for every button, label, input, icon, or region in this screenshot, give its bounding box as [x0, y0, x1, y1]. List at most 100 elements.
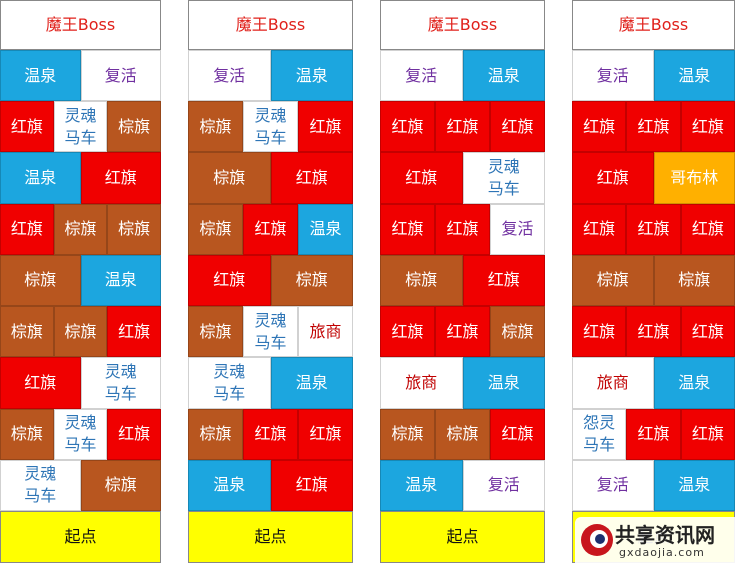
boss-cell: 魔王Boss	[0, 0, 161, 50]
map-cell: 红旗	[243, 203, 298, 255]
map-cell: 灵魂 马车	[53, 101, 108, 153]
map-cell: 温泉	[270, 357, 353, 409]
start-cell: 起点	[0, 511, 161, 563]
boss-cell: 魔王Boss	[380, 0, 545, 50]
watermark: 共享资讯网 gxdaojia.com	[575, 517, 735, 563]
map-cell: 温泉	[462, 357, 545, 409]
map-cell: 红旗	[0, 203, 54, 255]
map-cell: 复活	[80, 50, 161, 102]
boss-cell: 魔王Boss	[572, 0, 735, 50]
map-cell: 温泉	[188, 459, 271, 511]
map-cell: 怨灵 马车	[572, 408, 627, 460]
map-cell: 红旗	[572, 203, 627, 255]
map-cell: 复活	[188, 50, 271, 102]
boss-cell: 魔王Boss	[188, 0, 353, 50]
map-cell: 复活	[490, 203, 545, 255]
start-cell: 起点	[188, 511, 353, 563]
map-cell: 温泉	[80, 254, 161, 307]
start-cell: 起点	[380, 511, 545, 563]
map-cell: 灵魂 马车	[188, 357, 271, 409]
map-cell: 复活	[380, 50, 463, 102]
map-cell: 红旗	[380, 306, 435, 358]
map-cell: 红旗	[680, 408, 735, 460]
map-cell: 棕旗	[53, 203, 108, 255]
map-cell: 棕旗	[572, 254, 654, 307]
map-cell: 红旗	[380, 152, 463, 204]
map-cell: 棕旗	[0, 306, 54, 358]
map-cell: 旅商	[380, 357, 463, 409]
map-column: 魔王Boss 复活 温泉 红旗 红旗 红旗 红旗 哥布林 红旗 红旗 红旗 棕旗 棕旗 红旗 红旗 红旗 旅商温…	[572, 0, 735, 563]
map-cell: 灵魂 马车	[0, 459, 81, 511]
map-cell: 红旗	[490, 101, 545, 153]
map-cell: 红旗	[107, 306, 161, 358]
map-cell: 旅商	[298, 306, 353, 358]
map-cell: 温泉	[653, 50, 735, 102]
map-cell: 温泉	[653, 357, 735, 409]
map-cell: 灵魂 马车	[53, 408, 108, 460]
map-column: 魔王Boss 复活 温泉 棕旗 灵魂 马车 红旗 棕旗 红旗 棕旗 红旗 温泉 红旗 棕旗 棕旗 灵魂 马车…	[188, 0, 353, 563]
map-cell: 红旗	[0, 357, 81, 409]
map-cell: 红旗	[490, 408, 545, 460]
map-cell: 灵魂 马车	[462, 152, 545, 204]
watermark-title: 共享资讯网	[615, 523, 715, 547]
map-cell: 红旗	[572, 152, 654, 204]
map-cell: 棕旗	[490, 306, 545, 358]
map-cell: 红旗	[626, 101, 681, 153]
map-cell: 红旗	[243, 408, 298, 460]
map-cell: 棕旗	[188, 152, 271, 204]
map-cell: 棕旗	[0, 254, 81, 307]
map-cell: 棕旗	[0, 408, 54, 460]
map-cell: 红旗	[680, 203, 735, 255]
map-cell: 温泉	[380, 459, 463, 511]
map-cell: 棕旗	[80, 459, 161, 511]
map-cell: 温泉	[653, 459, 735, 511]
map-cell: 红旗	[626, 203, 681, 255]
map-cell: 红旗	[626, 408, 681, 460]
map-cell: 棕旗	[188, 408, 243, 460]
map-column: 魔王Boss 温泉 复活 红旗 灵魂 马车 棕旗 温泉 红旗 红旗 棕旗 棕旗 棕旗 温泉 棕旗 棕旗 红旗红…	[0, 0, 161, 563]
map-cell: 红旗	[107, 408, 161, 460]
watermark-url: gxdaojia.com	[619, 546, 705, 559]
map-cell: 复活	[462, 459, 545, 511]
map-column: 魔王Boss 复活 温泉 红旗 红旗 红旗 红旗 灵魂 马车 红旗 红旗 复活 棕旗 红旗 红旗 红旗 棕旗旅…	[380, 0, 545, 563]
map-cell: 红旗	[0, 101, 54, 153]
map-cell: 红旗	[270, 152, 353, 204]
watermark-logo	[581, 524, 613, 556]
map-cell: 棕旗	[188, 306, 243, 358]
map-cell: 棕旗	[107, 203, 161, 255]
map-cell: 红旗	[80, 152, 161, 204]
map-cell: 温泉	[462, 50, 545, 102]
map-cell: 红旗	[572, 101, 627, 153]
map-cell: 棕旗	[53, 306, 108, 358]
map-cell: 红旗	[626, 306, 681, 358]
map-cell: 红旗	[680, 306, 735, 358]
map-cell: 红旗	[380, 101, 435, 153]
map-cell: 红旗	[188, 254, 271, 307]
map-cell: 棕旗	[188, 203, 243, 255]
map-cell: 红旗	[298, 101, 353, 153]
map-cell: 棕旗	[435, 408, 490, 460]
map-cell: 灵魂 马车	[80, 357, 161, 409]
map-cell: 红旗	[298, 408, 353, 460]
map-cell: 红旗	[270, 459, 353, 511]
map-cell: 棕旗	[188, 101, 243, 153]
map-cell: 红旗	[462, 254, 545, 307]
map-cell: 旅商	[572, 357, 654, 409]
map-cell: 复活	[572, 50, 654, 102]
map-cell: 红旗	[680, 101, 735, 153]
map-cell: 红旗	[380, 203, 435, 255]
map-cell: 红旗	[435, 203, 490, 255]
map-cell: 红旗	[572, 306, 627, 358]
map-cell: 红旗	[435, 101, 490, 153]
map-cell: 温泉	[270, 50, 353, 102]
map-cell: 哥布林	[653, 152, 735, 204]
map-cell: 红旗	[435, 306, 490, 358]
map-cell: 灵魂 马车	[243, 101, 298, 153]
map-cell: 棕旗	[107, 101, 161, 153]
map-cell: 棕旗	[653, 254, 735, 307]
map-cell: 温泉	[0, 152, 81, 204]
map-cell: 复活	[572, 459, 654, 511]
map-cell: 温泉	[0, 50, 81, 102]
map-cell: 棕旗	[270, 254, 353, 307]
map-cell: 棕旗	[380, 254, 463, 307]
